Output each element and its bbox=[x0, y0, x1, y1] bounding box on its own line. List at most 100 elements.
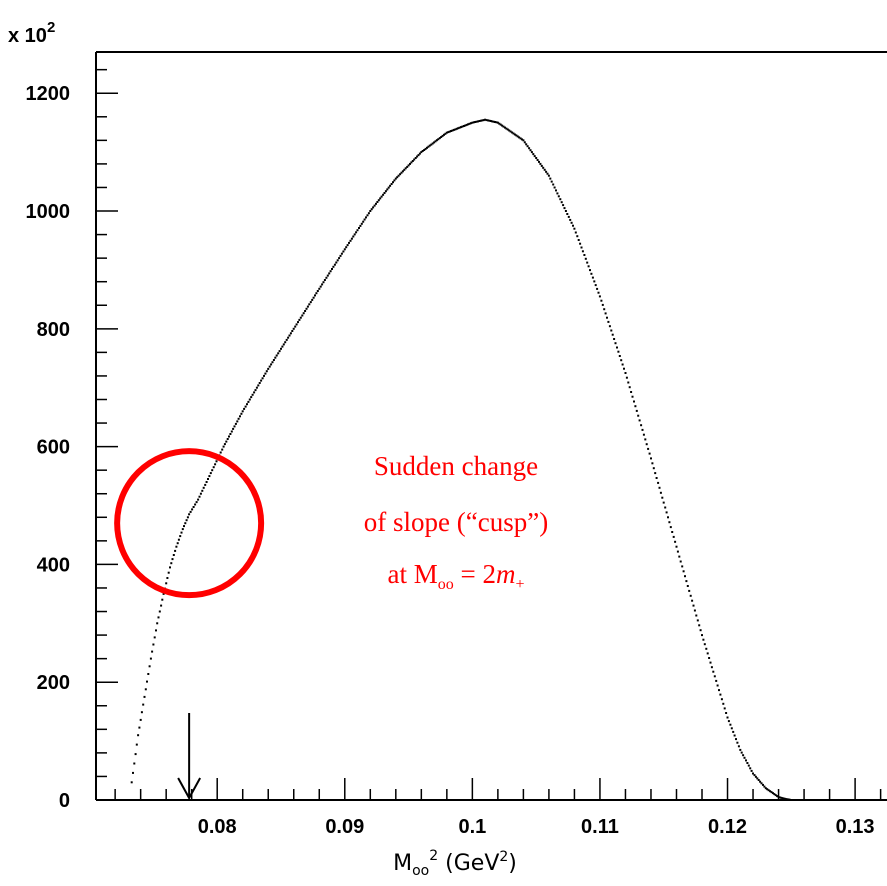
data-point bbox=[383, 192, 386, 194]
data-point bbox=[587, 265, 590, 268]
data-point bbox=[479, 119, 482, 122]
data-point bbox=[234, 422, 237, 425]
data-point bbox=[789, 798, 791, 801]
data-point bbox=[140, 711, 143, 714]
data-point bbox=[489, 120, 492, 122]
data-point bbox=[230, 430, 233, 433]
data-point bbox=[631, 395, 634, 398]
data-point bbox=[298, 318, 301, 321]
data-point bbox=[336, 259, 339, 262]
data-point bbox=[590, 272, 593, 275]
data-point bbox=[356, 229, 359, 232]
data-point bbox=[477, 120, 479, 123]
data-point bbox=[567, 215, 570, 218]
data-point bbox=[797, 799, 800, 801]
data-point bbox=[776, 795, 779, 798]
data-point bbox=[440, 136, 443, 138]
data-point bbox=[756, 777, 759, 780]
data-point bbox=[760, 782, 763, 785]
data-point bbox=[556, 192, 559, 195]
data-point bbox=[281, 345, 284, 348]
data-point bbox=[191, 508, 194, 511]
data-point bbox=[739, 748, 742, 751]
data-point bbox=[399, 173, 402, 176]
data-point bbox=[533, 155, 536, 158]
data-point bbox=[586, 261, 589, 264]
data-point bbox=[780, 796, 783, 799]
data-point bbox=[713, 675, 716, 678]
data-point bbox=[331, 268, 333, 270]
data-point bbox=[409, 162, 411, 165]
data-point bbox=[512, 132, 515, 135]
data-point bbox=[570, 221, 573, 224]
data-point bbox=[284, 341, 287, 344]
data-point bbox=[773, 793, 776, 796]
data-point bbox=[774, 794, 777, 797]
data-point bbox=[229, 433, 232, 435]
data-point bbox=[226, 438, 229, 440]
data-point bbox=[625, 376, 628, 379]
data-point bbox=[308, 303, 311, 306]
data-point bbox=[248, 398, 251, 401]
data-point bbox=[762, 783, 764, 786]
data-point bbox=[434, 140, 437, 143]
data-point bbox=[423, 149, 426, 151]
data-point bbox=[158, 610, 161, 613]
data-point bbox=[732, 730, 735, 733]
data-point bbox=[274, 356, 277, 359]
data-point bbox=[219, 451, 222, 454]
data-point bbox=[201, 489, 204, 492]
y-tick-label: 800 bbox=[37, 319, 70, 341]
data-point bbox=[562, 204, 565, 207]
data-point bbox=[277, 352, 280, 355]
y-tick-label: 200 bbox=[37, 672, 70, 694]
data-point bbox=[352, 235, 355, 238]
data-point bbox=[640, 424, 643, 427]
data-point bbox=[686, 585, 689, 587]
data-point bbox=[715, 679, 718, 682]
data-point bbox=[448, 130, 451, 133]
data-point bbox=[693, 609, 696, 612]
data-point bbox=[681, 565, 684, 568]
x-axis-title: Moo2 (GeV2) bbox=[393, 848, 517, 879]
data-point bbox=[464, 124, 467, 127]
data-point bbox=[569, 218, 572, 221]
data-point bbox=[452, 128, 455, 131]
data-point bbox=[380, 195, 383, 198]
data-point bbox=[598, 295, 601, 298]
data-point bbox=[647, 447, 650, 450]
data-point bbox=[642, 433, 645, 436]
data-point bbox=[674, 540, 677, 543]
data-point bbox=[132, 771, 134, 774]
data-point bbox=[148, 665, 151, 668]
data-point bbox=[243, 407, 246, 410]
data-point bbox=[496, 121, 499, 124]
data-point bbox=[763, 785, 766, 788]
data-point bbox=[297, 321, 299, 324]
data-point bbox=[764, 787, 767, 790]
data-point bbox=[730, 727, 733, 730]
data-point bbox=[215, 460, 218, 463]
data-point bbox=[793, 799, 796, 801]
data-point bbox=[654, 472, 657, 475]
data-point bbox=[251, 393, 254, 396]
data-point bbox=[175, 545, 178, 548]
data-point bbox=[563, 207, 566, 210]
data-point bbox=[166, 577, 169, 579]
data-point bbox=[627, 381, 630, 384]
data-point bbox=[786, 798, 789, 801]
data-point bbox=[735, 738, 737, 741]
data-point bbox=[482, 119, 485, 122]
data-point bbox=[362, 220, 365, 223]
data-point bbox=[407, 164, 410, 167]
data-point bbox=[315, 292, 318, 295]
data-point bbox=[292, 327, 295, 330]
data-point bbox=[471, 121, 474, 124]
data-point bbox=[539, 162, 542, 165]
data-point bbox=[716, 684, 719, 687]
data-point bbox=[431, 142, 434, 145]
data-point bbox=[726, 716, 729, 719]
data-point bbox=[689, 594, 692, 597]
data-point bbox=[747, 764, 750, 767]
